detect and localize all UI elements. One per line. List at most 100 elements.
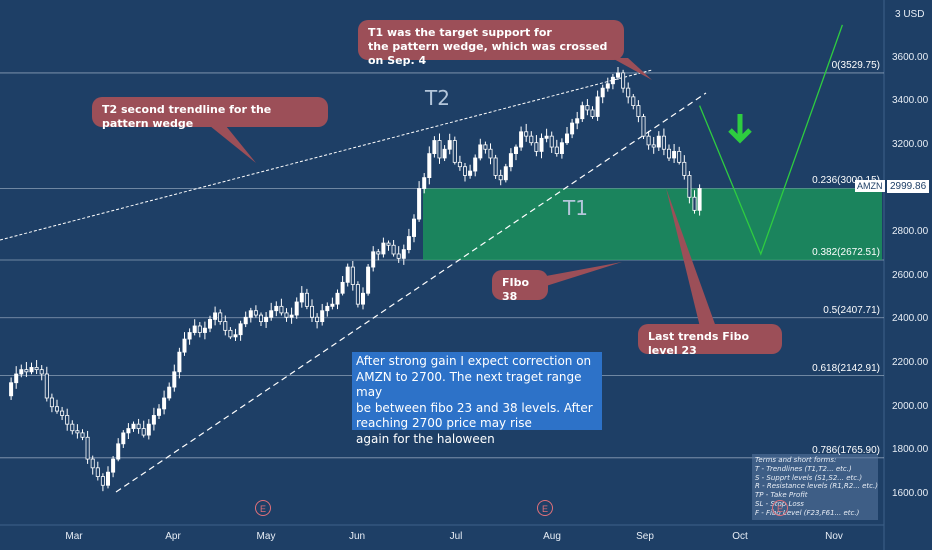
candle-body-50: [258, 314, 263, 323]
fibo-label-3: 0.5(2407.71): [823, 304, 880, 316]
candle-body-56: [289, 314, 294, 318]
candle-body-9: [49, 397, 54, 408]
legend-line: F - Fibo Level (F23,F61... etc.): [755, 508, 860, 517]
candle-body-26: [136, 423, 141, 429]
candle-body-23: [121, 432, 126, 445]
candle-body-117: [600, 87, 605, 98]
legend-line: TP - Take Profit: [755, 491, 808, 499]
candle-body-33: [172, 371, 177, 388]
fibo-label-0: 0(3529.75): [831, 59, 880, 71]
candle-body-86: [442, 148, 447, 159]
candle-body-62: [320, 310, 325, 323]
candle-body-101: [519, 131, 524, 148]
candle-body-12: [65, 415, 70, 425]
candle-body-69: [355, 284, 360, 305]
candle-body-42: [218, 312, 223, 323]
legend-line: R - Resistance levels (R1,R2... etc.): [755, 482, 878, 491]
candle-body-36: [187, 332, 192, 340]
candle-body-78: [401, 249, 406, 259]
t1-zone: [423, 188, 882, 260]
candle-body-115: [590, 109, 595, 117]
legend-line: Terms and short forms:: [755, 456, 837, 464]
candle-body-29: [151, 415, 156, 425]
x-tick-label: Apr: [165, 531, 181, 542]
x-tick-label: Sep: [636, 531, 654, 542]
candle-body-125: [641, 116, 646, 137]
candle-body-59: [304, 292, 309, 307]
candle-body-132: [677, 151, 682, 163]
candle-body-95: [488, 148, 493, 159]
candle-body-83: [427, 153, 432, 179]
candle-body-18: [95, 467, 100, 477]
y-tick-label: 2000.00: [892, 400, 929, 412]
candle-body-114: [585, 105, 590, 111]
t1-label: T1: [563, 196, 588, 220]
currency-label[interactable]: 3 USD: [895, 9, 925, 20]
candle-body-105: [539, 137, 544, 152]
candle-body-2: [14, 373, 19, 384]
t1-trendline: [115, 92, 707, 493]
candle-body-84: [432, 140, 437, 155]
candle-body-118: [605, 83, 610, 89]
candle-body-131: [672, 151, 677, 159]
candle-body-106: [544, 135, 549, 139]
y-tick-label: 3600.00: [892, 51, 929, 63]
candle-body-39: [202, 327, 207, 333]
candle-body-21: [111, 458, 116, 473]
candle-body-31: [162, 397, 167, 410]
analysis-note: After strong gain I expect correction on…: [352, 352, 602, 446]
candle-body-53: [274, 305, 279, 312]
candle-body-92: [473, 157, 478, 172]
candle-body-77: [396, 253, 401, 259]
earnings-marker-aug[interactable]: E: [537, 500, 553, 516]
candle-body-32: [167, 386, 172, 399]
symbol-tag: AMZN: [855, 180, 885, 192]
candle-body-74: [381, 242, 386, 255]
candle-body-55: [284, 312, 289, 318]
candle-body-130: [667, 148, 672, 159]
candle-body-98: [503, 166, 508, 181]
y-tick-label: 3200.00: [892, 138, 929, 150]
trendlines: [0, 69, 707, 493]
y-tick-label: 1800.00: [892, 444, 929, 456]
candle-body-40: [207, 319, 212, 329]
candle-body-28: [146, 423, 151, 436]
candle-body-34: [177, 351, 182, 373]
candle-body-112: [575, 118, 580, 124]
candle-body-6: [34, 367, 39, 371]
candle-body-85: [437, 140, 442, 159]
fibo38-callout: FIbo 38: [492, 270, 548, 303]
candle-body-68: [350, 266, 355, 285]
candle-body-124: [636, 105, 641, 117]
candle-body-24: [126, 428, 131, 434]
earnings-marker-may[interactable]: E: [255, 500, 271, 516]
candle-body-11: [60, 410, 65, 416]
candle-body-54: [279, 305, 284, 314]
candle-body-116: [595, 96, 600, 117]
candle-body-30: [156, 408, 161, 416]
candle-body-72: [371, 251, 376, 268]
earnings-marker-oct[interactable]: E: [772, 500, 788, 516]
candle-body-64: [330, 303, 335, 307]
y-tick-label: 1600.00: [892, 488, 929, 499]
candle-body-44: [228, 329, 233, 338]
candle-body-10: [55, 406, 60, 412]
candle-body-71: [366, 266, 371, 294]
x-tick-label: Jun: [348, 531, 366, 542]
candle-body-96: [493, 157, 498, 176]
candle-body-110: [565, 133, 570, 144]
y-tick-label: 2200.00: [892, 357, 929, 369]
candle-body-35: [182, 338, 187, 353]
candle-body-61: [315, 316, 320, 323]
fibo-label-2: 0.382(2672.51): [812, 246, 880, 258]
candle-body-3: [19, 369, 24, 375]
candle-body-57: [294, 301, 299, 316]
candle-body-111: [570, 122, 575, 135]
candle-body-67: [345, 266, 350, 283]
t2-label: T2: [425, 86, 450, 110]
candle-body-119: [610, 76, 615, 85]
candle-body-8: [44, 373, 49, 399]
candle-body-102: [524, 131, 529, 137]
